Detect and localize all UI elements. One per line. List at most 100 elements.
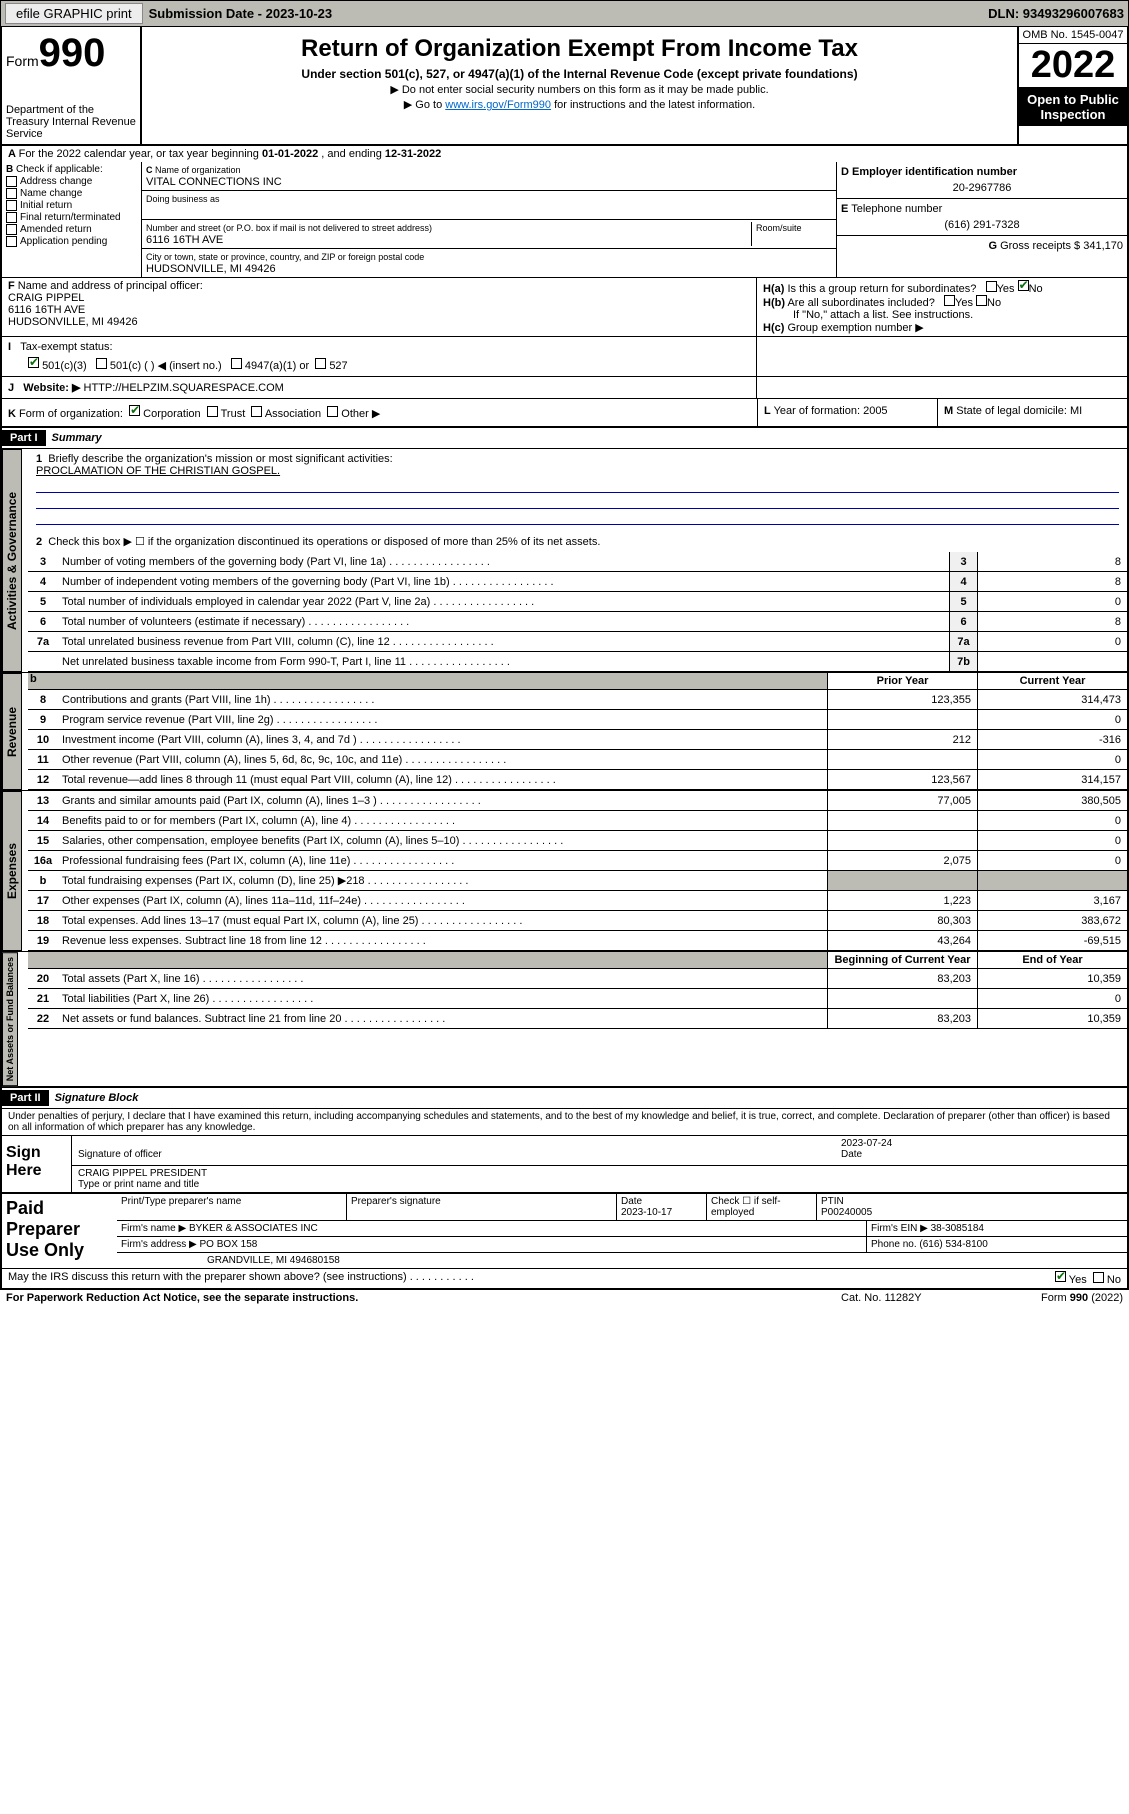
curr-val: 0 — [977, 750, 1127, 769]
prior-val: 77,005 — [827, 791, 977, 810]
prior-val: 43,264 — [827, 931, 977, 950]
mission: PROCLAMATION OF THE CHRISTIAN GOSPEL. — [36, 465, 1119, 477]
line-val: 8 — [977, 612, 1127, 631]
b-check[interactable] — [6, 212, 17, 223]
b-opt: Address change — [20, 176, 92, 187]
opt-501c: 501(c) ( ) ◀ (insert no.) — [110, 360, 222, 372]
prior-val: 2,075 — [827, 851, 977, 870]
gross-receipts: 341,170 — [1083, 240, 1123, 252]
line-box: 5 — [949, 592, 977, 611]
line-num: 21 — [28, 991, 58, 1007]
gross-label: Gross receipts $ — [1000, 240, 1080, 252]
officer-name: CRAIG PIPPEL — [8, 292, 84, 304]
officer-addr2: HUDSONVILLE, MI 49426 — [8, 316, 138, 328]
b-check[interactable] — [6, 200, 17, 211]
501c3-check[interactable] — [28, 357, 39, 368]
self-emp: Check ☐ if self-employed — [707, 1194, 817, 1220]
b-check[interactable] — [6, 236, 17, 247]
form-number: 990 — [39, 31, 106, 75]
501c-check[interactable] — [96, 358, 107, 369]
4947-check[interactable] — [231, 358, 242, 369]
line-num: 9 — [28, 712, 58, 728]
eoy-hdr: End of Year — [977, 952, 1127, 968]
k-assoc[interactable] — [251, 406, 262, 417]
line-text: Total number of volunteers (estimate if … — [58, 614, 949, 630]
firm-ein-label: Firm's EIN ▶ — [871, 1223, 928, 1234]
submission-date-label: Submission Date - 2023-10-23 — [149, 6, 333, 21]
line-num: 14 — [28, 813, 58, 829]
part2-title: Signature Block — [49, 1092, 139, 1104]
b-check[interactable] — [6, 188, 17, 199]
line-val: 0 — [977, 632, 1127, 651]
efile-button[interactable]: efile GRAPHIC print — [5, 3, 143, 24]
curr-val: 314,473 — [977, 690, 1127, 709]
room-label: Room/suite — [756, 223, 802, 233]
form-org-label: Form of organization: — [19, 408, 123, 420]
k-trust-label: Trust — [221, 408, 246, 420]
l1-text: Briefly describe the organization's miss… — [48, 453, 392, 465]
ha-no[interactable] — [1018, 280, 1029, 291]
prior-val: 80,303 — [827, 911, 977, 930]
irs-link[interactable]: www.irs.gov/Form990 — [445, 99, 551, 111]
state-domicile: MI — [1070, 405, 1082, 417]
b-check[interactable] — [6, 176, 17, 187]
sign-here-label: Sign Here — [2, 1136, 72, 1192]
b-opt: Application pending — [20, 236, 107, 247]
current-year-hdr: Current Year — [977, 673, 1127, 689]
line-text: Contributions and grants (Part VIII, lin… — [58, 692, 827, 708]
line-text: Grants and similar amounts paid (Part IX… — [58, 793, 827, 809]
discuss-yes[interactable] — [1055, 1271, 1066, 1282]
b-check[interactable] — [6, 224, 17, 235]
boy-hdr: Beginning of Current Year — [827, 952, 977, 968]
line-num: 11 — [28, 752, 58, 768]
k-trust[interactable] — [207, 406, 218, 417]
vert-revenue: Revenue — [2, 673, 22, 790]
prior-val: 123,355 — [827, 690, 977, 709]
firm-name: BYKER & ASSOCIATES INC — [189, 1223, 318, 1234]
ha-yes[interactable] — [986, 281, 997, 292]
prior-val: 83,203 — [827, 969, 977, 988]
prior-val — [827, 710, 977, 729]
prior-val: 83,203 — [827, 1009, 977, 1028]
line-text: Other revenue (Part VIII, column (A), li… — [58, 752, 827, 768]
line-text: Number of voting members of the governin… — [58, 554, 949, 570]
k-other[interactable] — [327, 406, 338, 417]
curr-val: -316 — [977, 730, 1127, 749]
prior-val — [827, 831, 977, 850]
year-form-label: Year of formation: — [774, 405, 860, 417]
line-num: 5 — [28, 594, 58, 610]
website: HTTP://HELPZIM.SQUARESPACE.COM — [84, 382, 284, 394]
line-text: Investment income (Part VIII, column (A)… — [58, 732, 827, 748]
paid-preparer-label: Paid Preparer Use Only — [2, 1194, 117, 1268]
line-val: 8 — [977, 552, 1127, 571]
dept-treasury: Department of the Treasury Internal Reve… — [6, 104, 136, 140]
officer-addr1: 6116 16TH AVE — [8, 304, 85, 316]
a-mid: , and ending — [318, 148, 385, 160]
hb-no[interactable] — [976, 295, 987, 306]
line-num: 4 — [28, 574, 58, 590]
opt-501c3: 501(c)(3) — [42, 360, 87, 372]
line-box: 4 — [949, 572, 977, 591]
sig-name-label: Type or print name and title — [78, 1179, 199, 1190]
line-text: Total revenue—add lines 8 through 11 (mu… — [58, 772, 827, 788]
line-text: Professional fundraising fees (Part IX, … — [58, 853, 827, 869]
b-opt: Initial return — [20, 200, 72, 211]
line-val: 0 — [977, 592, 1127, 611]
firm-addr2: GRANDVILLE, MI 494680158 — [117, 1253, 1127, 1268]
opt-4947: 4947(a)(1) or — [245, 360, 309, 372]
dln: DLN: 93493296007683 — [988, 6, 1124, 21]
line-text: Number of independent voting members of … — [58, 574, 949, 590]
527-check[interactable] — [315, 358, 326, 369]
hb-yes[interactable] — [944, 295, 955, 306]
k-corp[interactable] — [129, 405, 140, 416]
prior-val: 1,223 — [827, 891, 977, 910]
discuss-q: May the IRS discuss this return with the… — [8, 1271, 407, 1283]
line-num: 12 — [28, 772, 58, 788]
b-opt: Amended return — [20, 224, 92, 235]
curr-val: 380,505 — [977, 791, 1127, 810]
discuss-no[interactable] — [1093, 1272, 1104, 1283]
part1-header: Part I — [2, 430, 46, 446]
k-assoc-label: Association — [265, 408, 321, 420]
k-corp-label: Corporation — [143, 408, 200, 420]
sig-date: 2023-07-24 — [841, 1138, 892, 1149]
